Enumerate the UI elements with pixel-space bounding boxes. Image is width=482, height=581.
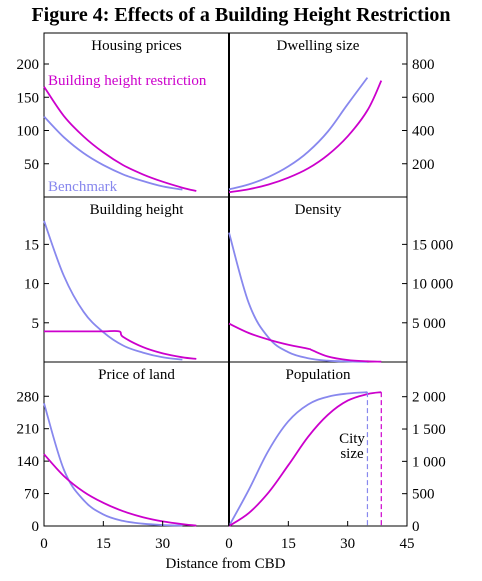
panel-title: Dwelling size [277,38,360,54]
y-tick-label: 1 500 [412,422,446,438]
benchmark-series-line [228,232,368,363]
y-tick-label: 600 [412,90,435,106]
restriction-series-line [228,80,383,194]
y-tick-label: 2 000 [412,390,446,406]
restriction-series-line [228,322,382,363]
figure-title: Figure 4: Effects of a Building Height R… [31,4,451,26]
y-tick-label: 15 000 [412,237,453,253]
y-tick-label: 15 [24,237,39,253]
x-tick-label: 30 [155,536,170,552]
restriction-series-line [43,86,197,192]
y-tick-label: 50 [24,157,39,173]
y-tick-label: 5 [32,316,40,332]
benchmark-series-line [43,220,183,361]
y-tick-label: 280 [17,389,40,405]
restriction-series-line [228,391,382,527]
restriction-series-line [44,330,197,360]
x-tick-label: 0 [225,536,233,552]
benchmark-series-line [228,77,369,191]
y-tick-label: 0 [32,519,40,535]
x-tick-label: 15 [96,536,111,552]
y-tick-label: 70 [24,487,39,503]
benchmark-series-line [43,115,183,191]
benchmark-series-line [228,391,368,527]
x-tick-label: 45 [400,536,415,552]
y-tick-label: 400 [412,124,435,140]
panel-title: Price of land [98,367,175,383]
y-tick-label: 500 [412,487,435,503]
city-size-label: City [339,431,365,447]
restriction-label: Building height restriction [48,73,207,89]
x-tick-label: 15 [281,536,296,552]
y-tick-label: 100 [17,124,40,140]
x-tick-label: 30 [340,536,355,552]
x-axis-label: Distance from CBD [166,556,286,572]
panel-title: Density [295,202,342,218]
panel-title: Population [285,367,351,383]
y-tick-label: 10 [24,277,39,293]
y-tick-label: 210 [17,422,40,438]
y-tick-label: 200 [17,57,40,73]
y-tick-label: 140 [17,454,40,470]
benchmark-label: Benchmark [48,179,118,195]
y-tick-label: 150 [17,90,40,106]
city-size-label: size [340,446,364,462]
x-tick-label: 0 [40,536,48,552]
restriction-series-line [43,453,197,527]
plot-frame [43,32,408,527]
y-tick-label: 800 [412,57,435,73]
y-tick-label: 5 000 [412,316,446,332]
panel-title: Housing prices [91,38,182,54]
panel-title: Building height [90,202,185,218]
y-tick-label: 0 [412,519,420,535]
benchmark-series-line [43,402,183,527]
y-tick-label: 1 000 [412,454,446,470]
y-tick-label: 10 000 [412,277,453,293]
y-tick-label: 200 [412,157,435,173]
